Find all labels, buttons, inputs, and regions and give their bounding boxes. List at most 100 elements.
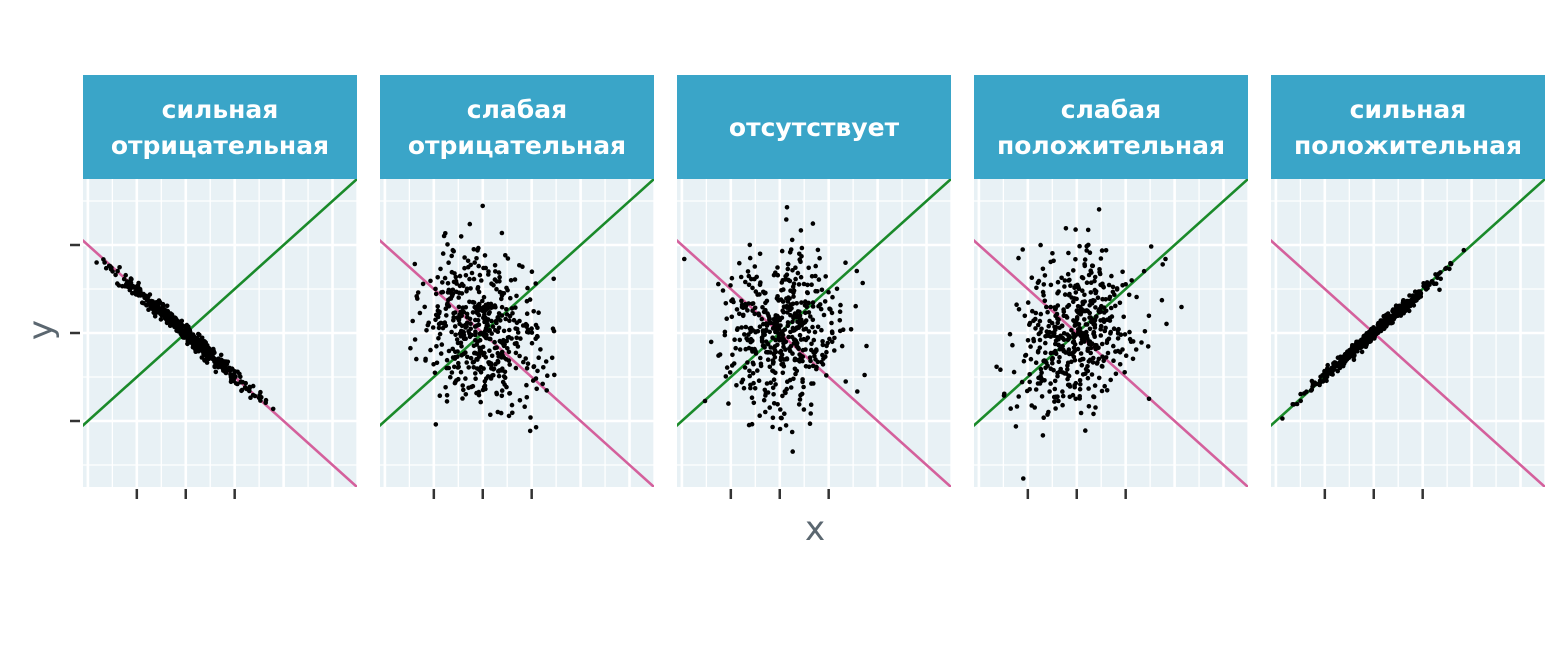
data-point bbox=[1078, 351, 1084, 356]
data-point bbox=[1034, 285, 1039, 291]
data-point bbox=[780, 393, 785, 399]
data-point bbox=[843, 260, 848, 266]
data-point bbox=[773, 270, 778, 276]
data-point bbox=[467, 334, 473, 340]
data-point bbox=[1318, 374, 1323, 380]
data-point bbox=[1115, 336, 1121, 341]
data-point bbox=[1061, 337, 1067, 343]
data-point bbox=[1317, 382, 1322, 388]
data-point bbox=[1048, 304, 1053, 310]
data-point bbox=[1084, 248, 1089, 253]
data-point bbox=[1031, 318, 1036, 324]
data-point bbox=[798, 274, 804, 280]
data-point bbox=[864, 343, 869, 349]
data-point bbox=[1087, 250, 1093, 255]
data-point bbox=[436, 336, 441, 341]
data-point bbox=[473, 317, 478, 323]
data-point bbox=[1016, 255, 1021, 261]
data-point bbox=[424, 328, 429, 333]
data-point bbox=[458, 234, 464, 239]
data-point bbox=[1072, 383, 1077, 388]
data-point bbox=[1091, 394, 1096, 399]
data-point bbox=[524, 298, 530, 304]
data-point bbox=[1060, 393, 1066, 399]
data-point bbox=[468, 355, 474, 361]
data-point bbox=[784, 217, 789, 222]
y-axis bbox=[70, 243, 80, 423]
data-point bbox=[474, 356, 479, 362]
data-point bbox=[436, 325, 442, 331]
data-point bbox=[1066, 278, 1072, 283]
data-point bbox=[770, 335, 775, 341]
data-point bbox=[1080, 301, 1086, 307]
data-point bbox=[785, 320, 791, 325]
data-point bbox=[1054, 311, 1060, 317]
data-point bbox=[1084, 308, 1089, 313]
data-point bbox=[465, 354, 470, 360]
data-point bbox=[1039, 394, 1045, 399]
data-point bbox=[485, 321, 490, 327]
data-point bbox=[191, 341, 196, 347]
panel-grid bbox=[1271, 179, 1545, 487]
data-point bbox=[428, 347, 433, 353]
data-point bbox=[238, 374, 243, 380]
data-point bbox=[729, 363, 735, 368]
data-point bbox=[482, 317, 488, 323]
data-point bbox=[788, 312, 793, 318]
data-point bbox=[1067, 394, 1073, 400]
data-point bbox=[459, 313, 465, 319]
data-point bbox=[456, 318, 462, 323]
data-point bbox=[1033, 387, 1039, 392]
data-point bbox=[465, 258, 471, 264]
data-point bbox=[1045, 412, 1050, 417]
data-point bbox=[747, 373, 752, 379]
data-point bbox=[517, 398, 523, 403]
data-point bbox=[527, 428, 533, 434]
data-point bbox=[501, 374, 507, 379]
data-point bbox=[737, 311, 742, 317]
data-point bbox=[1088, 350, 1093, 356]
data-point bbox=[1072, 319, 1077, 324]
data-point bbox=[494, 286, 499, 292]
data-point bbox=[1351, 357, 1357, 363]
data-point bbox=[179, 318, 185, 324]
data-point bbox=[737, 260, 742, 266]
data-point bbox=[829, 320, 834, 326]
data-point bbox=[433, 317, 438, 323]
data-point bbox=[471, 247, 477, 252]
data-point bbox=[514, 335, 519, 341]
data-point bbox=[1035, 350, 1041, 355]
data-point bbox=[514, 293, 519, 299]
data-point bbox=[472, 350, 478, 356]
data-point bbox=[750, 371, 756, 376]
data-point bbox=[533, 425, 539, 430]
data-point bbox=[482, 379, 488, 384]
data-point bbox=[443, 306, 449, 312]
data-point bbox=[761, 397, 767, 403]
data-point bbox=[767, 405, 772, 410]
data-point bbox=[1062, 284, 1067, 289]
data-point bbox=[779, 288, 784, 293]
data-point bbox=[1081, 336, 1086, 342]
data-point bbox=[430, 325, 436, 330]
data-point bbox=[439, 290, 444, 295]
data-point bbox=[752, 386, 758, 391]
data-point bbox=[1060, 343, 1065, 349]
data-point bbox=[801, 281, 807, 287]
data-point bbox=[460, 383, 466, 388]
data-point bbox=[1084, 280, 1090, 286]
data-point bbox=[1109, 273, 1114, 279]
data-point bbox=[497, 279, 502, 284]
data-point bbox=[499, 393, 505, 399]
facet-strip-label: слабая bbox=[1061, 95, 1161, 124]
data-point bbox=[778, 354, 784, 360]
data-point bbox=[496, 369, 501, 374]
data-point bbox=[1085, 336, 1090, 342]
data-point bbox=[733, 345, 738, 351]
data-point bbox=[489, 366, 494, 371]
data-point bbox=[1013, 424, 1019, 429]
data-point bbox=[795, 319, 800, 325]
data-point bbox=[444, 302, 450, 308]
data-point bbox=[487, 310, 492, 315]
data-point bbox=[199, 355, 205, 360]
